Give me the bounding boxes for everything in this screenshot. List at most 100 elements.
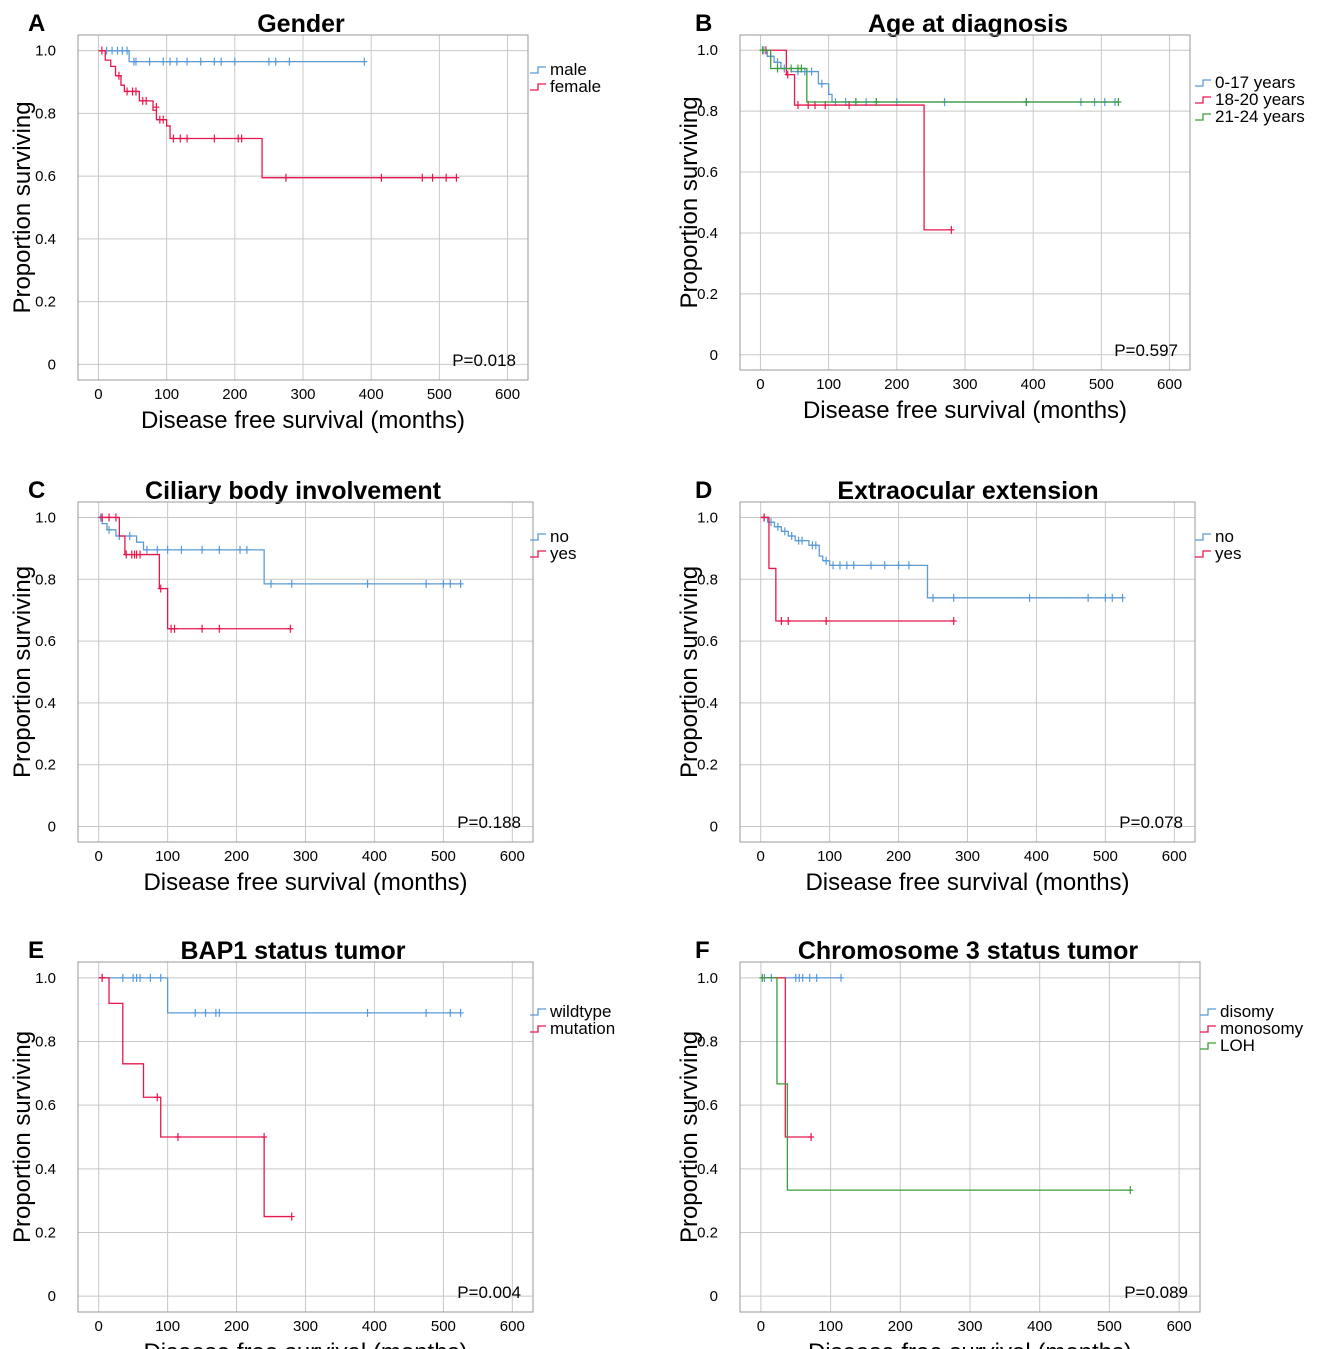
legend-label: LOH	[1220, 1036, 1255, 1055]
censor-mark	[211, 134, 218, 143]
legend-swatch	[530, 83, 546, 91]
x-tick-label: 200	[222, 386, 247, 403]
y-axis-label: Proportion surviving	[676, 96, 703, 308]
censor-mark	[867, 561, 874, 570]
censor-mark	[950, 617, 957, 625]
legend-label: yes	[550, 544, 576, 563]
censor-mark	[137, 550, 144, 559]
censor-mark	[146, 57, 153, 66]
panel-d: D Extraocular extension 0 100 200 300 400 500 60…	[676, 477, 1241, 896]
censor-mark	[823, 617, 830, 625]
survival-curve-0-17-years	[760, 49, 1115, 103]
censor-mark	[164, 545, 171, 554]
y-tick-label: 0	[48, 1288, 56, 1305]
censor-mark	[106, 513, 113, 522]
censor-mark	[211, 57, 218, 66]
survival-curve-no	[760, 516, 1123, 599]
x-tick-label: 600	[500, 848, 525, 865]
censor-mark	[423, 579, 430, 588]
x-tick-label: 400	[1021, 376, 1046, 393]
y-tick-label: 0.4	[697, 225, 718, 242]
x-tick-label: 0	[757, 848, 765, 865]
x-tick-label: 0	[756, 376, 764, 393]
survival-curve-male	[98, 50, 365, 63]
y-axis-label: Proportion surviving	[9, 101, 36, 313]
panel-c: C Ciliary body involvement 0 100 200 300 400 50…	[9, 477, 576, 896]
censor-mark	[287, 624, 294, 633]
y-tick-label: 0.6	[35, 633, 56, 650]
censor-mark	[123, 550, 130, 559]
censor-mark	[453, 173, 460, 182]
censor-mark	[1102, 593, 1109, 602]
censor-mark	[799, 973, 806, 982]
censor-mark	[171, 624, 178, 633]
chart-title: Chromosome 3 status tumor	[798, 937, 1139, 965]
p-value: P=0.597	[1114, 341, 1178, 360]
y-tick-label: 0.8	[35, 571, 56, 588]
censor-mark	[830, 561, 837, 570]
censor-mark	[137, 973, 144, 982]
censor-mark	[160, 57, 167, 66]
x-tick-label: 500	[1097, 1318, 1122, 1335]
censor-mark	[838, 973, 845, 982]
survival-curve-female	[98, 50, 457, 179]
legend-swatch	[1195, 79, 1211, 87]
p-value: P=0.188	[457, 813, 521, 832]
legend-label: female	[550, 77, 601, 96]
panel-letter: E	[28, 937, 44, 964]
survival-curve-21-24-years	[760, 49, 1119, 103]
censor-mark	[778, 617, 785, 625]
y-tick-label: 0.2	[697, 1224, 718, 1241]
x-tick-label: 400	[362, 1318, 387, 1335]
censor-mark	[202, 1008, 209, 1017]
legend-label: 0-17 years	[1215, 73, 1295, 92]
censor-mark	[1023, 98, 1030, 106]
x-tick-label: 100	[817, 848, 842, 865]
x-tick-label: 300	[293, 848, 318, 865]
y-tick-label: 0.6	[697, 633, 718, 650]
y-tick-label: 0.2	[697, 286, 718, 303]
y-axis-label: Proportion surviving	[676, 1031, 703, 1243]
censor-mark	[364, 1008, 371, 1017]
censor-mark	[818, 79, 825, 88]
legend-label: wildtype	[549, 1002, 611, 1021]
censor-mark	[852, 98, 859, 106]
x-axis-label: Disease free survival (months)	[803, 397, 1127, 424]
censor-mark	[143, 545, 150, 554]
censor-mark	[197, 57, 204, 66]
x-tick-label: 400	[362, 848, 387, 865]
x-tick-label: 0	[95, 1318, 103, 1335]
censor-mark	[199, 624, 206, 633]
censor-mark	[157, 584, 164, 593]
x-tick-label: 500	[1089, 376, 1114, 393]
censor-mark	[1085, 593, 1092, 602]
censor-mark	[1127, 1186, 1134, 1195]
censor-mark	[199, 545, 206, 554]
censor-mark	[174, 1133, 181, 1141]
y-tick-label: 0.4	[35, 231, 56, 248]
censor-mark	[950, 593, 957, 602]
censor-mark	[147, 973, 154, 982]
censor-mark	[126, 532, 133, 540]
y-tick-label: 1.0	[697, 42, 718, 59]
plot-frame	[739, 961, 1201, 1313]
chart-title: Extraocular extension	[837, 477, 1098, 505]
p-value: P=0.089	[1124, 1283, 1188, 1302]
x-axis-label: Disease free survival (months)	[143, 869, 467, 896]
y-tick-label: 0	[710, 347, 718, 364]
censor-mark	[447, 1008, 454, 1017]
x-tick-label: 300	[290, 386, 315, 403]
censor-mark	[447, 579, 454, 588]
x-axis-label: Disease free survival (months)	[141, 407, 465, 434]
y-tick-label: 0.8	[697, 103, 718, 120]
censor-mark	[286, 57, 293, 66]
panel-letter: D	[695, 477, 712, 504]
y-tick-label: 0	[48, 356, 56, 373]
censor-mark	[216, 545, 223, 554]
y-tick-label: 0.6	[697, 1097, 718, 1114]
y-tick-label: 0	[710, 819, 718, 836]
censor-mark	[238, 134, 245, 143]
survival-curve-yes	[98, 516, 291, 630]
censor-mark	[184, 134, 191, 143]
